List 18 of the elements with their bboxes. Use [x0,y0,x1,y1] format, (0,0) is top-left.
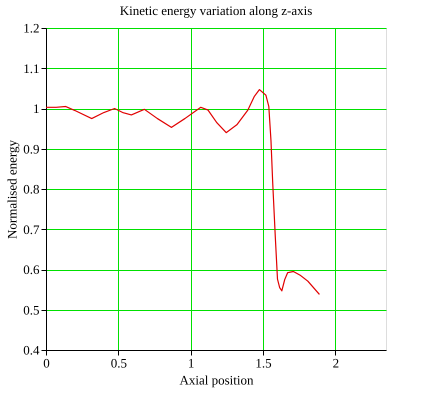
y-tick-label: 0.8 [23,182,40,196]
line-series [45,88,320,296]
y-tick-label: 0.6 [23,262,40,277]
y-tick-label: 0.7 [23,222,40,237]
y-tick-label: 1 [33,101,40,116]
x-tick-label: 0 [43,356,50,370]
x-axis-title: Axial position [179,372,254,388]
y-tick-label: 0.9 [23,141,40,156]
y-tick-label: 1.1 [23,60,40,76]
y-tick-label: 0.5 [23,302,40,318]
y-axis-title: Normalised energy [4,139,20,240]
y-tick-label: 1.2 [23,20,40,36]
y-tick-label: 0.4 [23,342,40,358]
x-tick-label: 1.5 [255,356,272,370]
x-tick-label: 2 [332,356,340,370]
chart-title: Kinetic energy variation along z-axis [120,3,312,18]
x-tick-label: 0.5 [110,356,127,370]
x-tick-label: 1 [188,356,194,370]
